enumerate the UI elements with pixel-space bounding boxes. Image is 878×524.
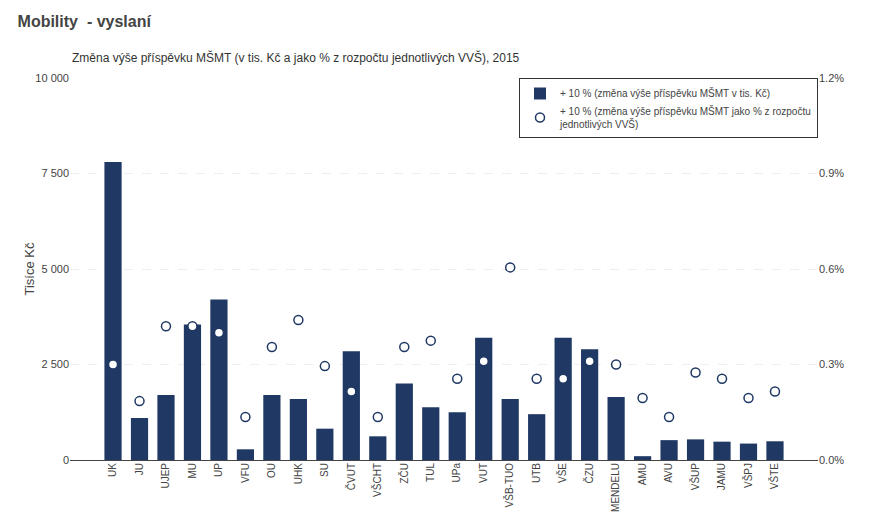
- svg-text:VŠCHT: VŠCHT: [371, 463, 383, 497]
- svg-text:+ 10 % (změna výše příspěvku M: + 10 % (změna výše příspěvku MŠMT v tis.…: [560, 87, 770, 99]
- svg-text:5 000: 5 000: [41, 263, 69, 275]
- svg-text:0.3%: 0.3%: [819, 358, 844, 370]
- svg-text:10 000: 10 000: [35, 72, 69, 84]
- svg-text:0.6%: 0.6%: [819, 263, 844, 275]
- svg-text:Změna výše příspěvku MŠMT (v t: Změna výše příspěvku MŠMT (v tis. Kč a j…: [72, 50, 520, 65]
- svg-text:0.9%: 0.9%: [819, 167, 844, 179]
- svg-text:ČZU: ČZU: [583, 463, 595, 484]
- svg-text:VŠPJ: VŠPJ: [742, 463, 754, 488]
- svg-text:UP: UP: [213, 463, 224, 477]
- svg-text:SU: SU: [319, 463, 330, 477]
- svg-text:VŠTE: VŠTE: [768, 463, 780, 489]
- svg-text:AMU: AMU: [637, 463, 648, 485]
- svg-text:Mobility - vyslaní: Mobility - vyslaní: [18, 13, 152, 30]
- svg-text:VFU: VFU: [240, 463, 251, 483]
- svg-text:OU: OU: [266, 463, 277, 478]
- svg-text:VUT: VUT: [478, 463, 489, 483]
- svg-text:7 500: 7 500: [41, 167, 69, 179]
- svg-text:Tisíce Kč: Tisíce Kč: [22, 242, 37, 295]
- svg-text:VŠUP: VŠUP: [689, 463, 701, 491]
- svg-text:MENDELU: MENDELU: [610, 463, 621, 512]
- svg-text:0: 0: [63, 454, 69, 466]
- svg-text:UPa: UPa: [451, 463, 462, 483]
- svg-text:+ 10 % (změna výše příspěvku M: + 10 % (změna výše příspěvku MŠMT jako %…: [559, 105, 811, 130]
- svg-text:2 500: 2 500: [41, 358, 69, 370]
- svg-text:TUL: TUL: [425, 463, 436, 482]
- svg-text:AVU: AVU: [663, 463, 674, 483]
- svg-text:UTB: UTB: [531, 463, 542, 483]
- svg-text:1.2%: 1.2%: [819, 72, 844, 84]
- svg-text:UK: UK: [107, 463, 118, 477]
- svg-text:ZČU: ZČU: [398, 463, 410, 484]
- svg-text:ČVUT: ČVUT: [345, 463, 357, 490]
- svg-text:VŠE: VŠE: [556, 463, 568, 483]
- svg-text:UJEP: UJEP: [160, 463, 171, 489]
- svg-text:VŠB-TUO: VŠB-TUO: [503, 463, 515, 508]
- svg-text:JU: JU: [134, 463, 145, 475]
- svg-text:UHK: UHK: [293, 463, 304, 484]
- svg-text:JAMU: JAMU: [716, 463, 727, 490]
- svg-text:0.0%: 0.0%: [819, 454, 844, 466]
- svg-text:MU: MU: [187, 463, 198, 479]
